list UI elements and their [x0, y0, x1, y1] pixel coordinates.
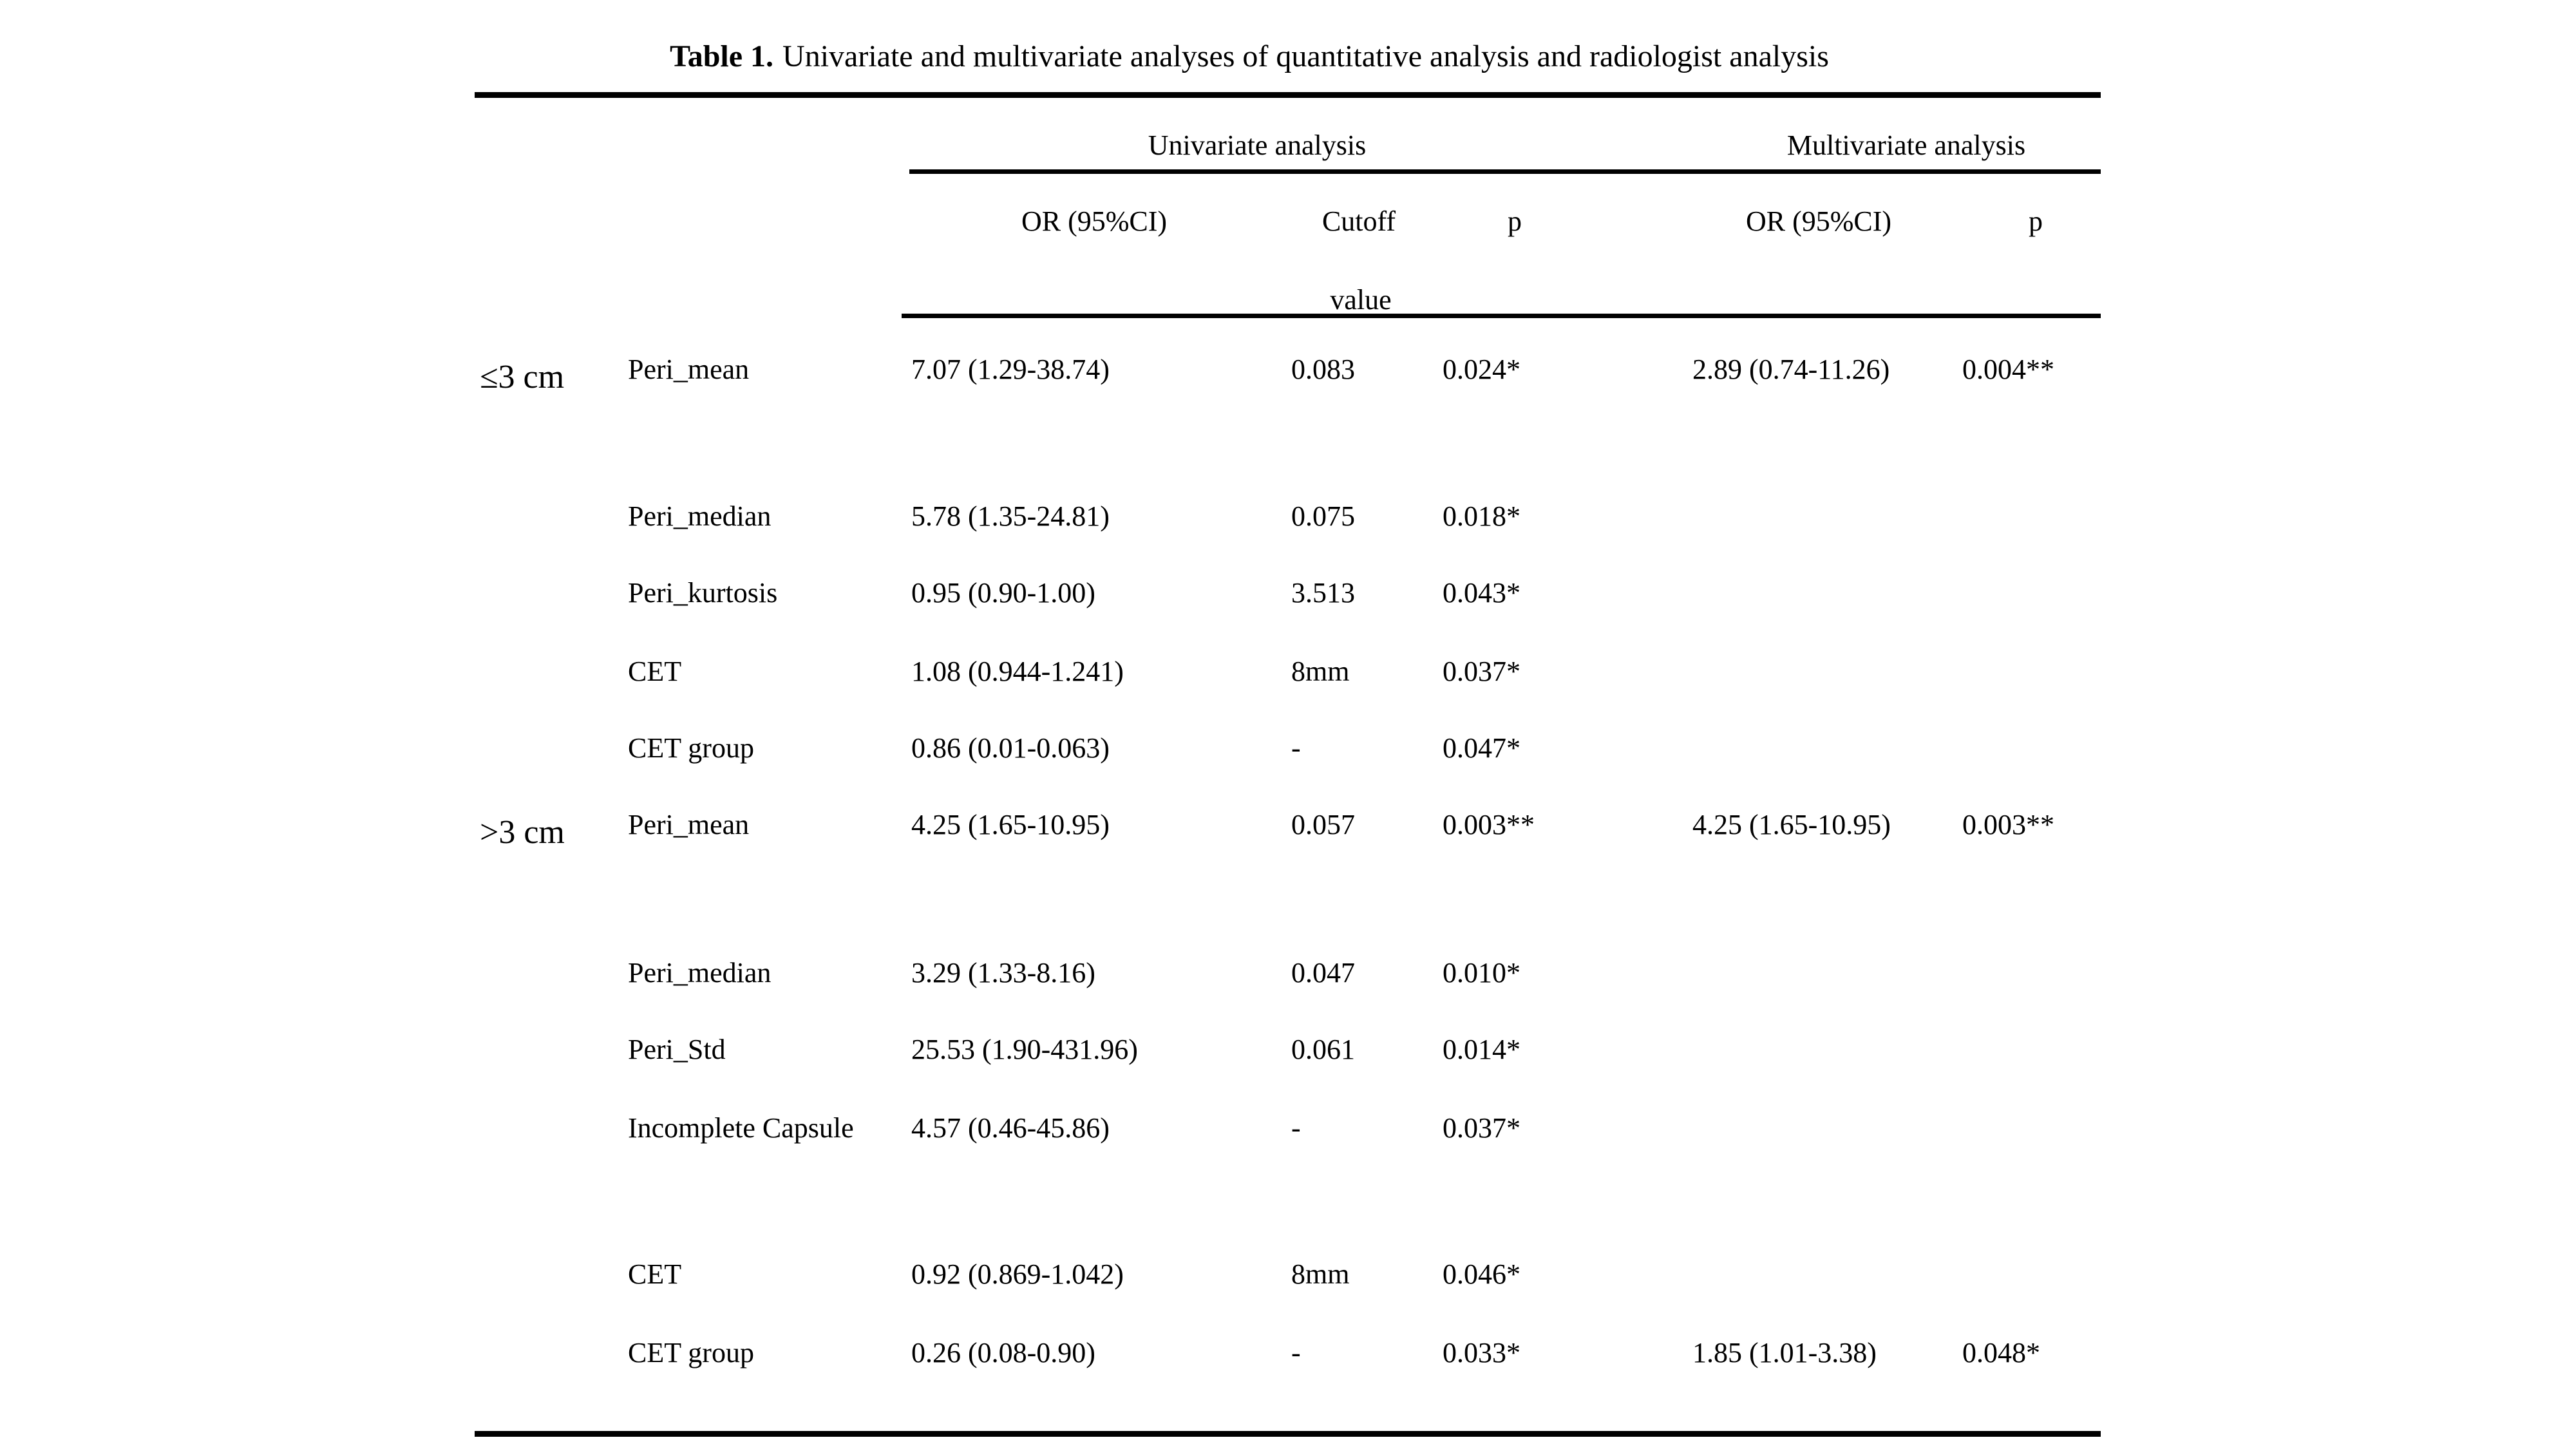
- cell-or-univariate: 3.29 (1.33-8.16): [911, 957, 1095, 989]
- cell-cutoff-value: 8mm: [1291, 1258, 1350, 1290]
- table-row: Incomplete Capsule 4.57 (0.46-45.86) - 0…: [0, 1109, 2576, 1148]
- cell-or-univariate: 0.26 (0.08-0.90): [911, 1337, 1095, 1368]
- header-cutoff: Cutoff: [1321, 205, 1396, 237]
- cell-p-univariate: 0.003**: [1443, 809, 1535, 840]
- cell-p-univariate: 0.047*: [1443, 732, 1520, 764]
- header-univariate-analysis: Univariate analysis: [1148, 129, 1367, 161]
- cell-or-univariate: 1.08 (0.944-1.241): [911, 656, 1124, 687]
- cell-feature: CET group: [628, 1337, 754, 1368]
- table-row: CET group 0.86 (0.01-0.063) - 0.047*: [0, 729, 2576, 768]
- header-p-multivariate: p: [2029, 205, 2043, 237]
- cell-cutoff-value: 8mm: [1291, 656, 1350, 687]
- cell-p-univariate: 0.024*: [1443, 354, 1520, 385]
- cell-feature: CET: [628, 1258, 682, 1290]
- header-or-univariate: OR (95%CI): [1021, 205, 1168, 237]
- cell-or-univariate: 0.95 (0.90-1.00): [911, 577, 1095, 609]
- cell-cutoff-value: 3.513: [1291, 577, 1355, 609]
- cell-or-univariate: 4.57 (0.46-45.86): [911, 1112, 1110, 1144]
- cell-feature: Peri_median: [628, 957, 772, 989]
- table-caption: Table 1. Univariate and multivariate anal…: [0, 37, 2499, 76]
- cell-cutoff-value: 0.057: [1291, 809, 1355, 840]
- cell-feature: Peri_mean: [628, 354, 750, 385]
- header-cutoff-value-line2: value: [1330, 284, 1392, 316]
- table-row: CET group 0.26 (0.08-0.90) - 0.033* 1.85…: [0, 1334, 2576, 1372]
- cell-cutoff-value: 0.047: [1291, 957, 1355, 989]
- cell-or-multivariate: 2.89 (0.74-11.26): [1692, 354, 1890, 385]
- cell-cutoff-value: 0.061: [1291, 1034, 1355, 1065]
- table-row: CET 1.08 (0.944-1.241) 8mm 0.037*: [0, 652, 2576, 691]
- cell-p-multivariate: 0.003**: [1962, 809, 2054, 840]
- cell-or-univariate: 7.07 (1.29-38.74): [911, 354, 1110, 385]
- header-multivariate-analysis: Multivariate analysis: [1786, 129, 2026, 161]
- cell-feature: Peri_kurtosis: [628, 577, 778, 609]
- table-top-rule: [475, 92, 2101, 98]
- cell-cutoff-value: -: [1291, 1112, 1301, 1144]
- cell-p-univariate: 0.037*: [1443, 1112, 1520, 1144]
- cell-or-univariate: 0.86 (0.01-0.063): [911, 732, 1110, 764]
- table-row: Peri_median 3.29 (1.33-8.16) 0.047 0.010…: [0, 954, 2576, 992]
- cell-feature: Peri_median: [628, 500, 772, 532]
- table-row: Peri_Std 25.53 (1.90-431.96) 0.061 0.014…: [0, 1030, 2576, 1069]
- table-bottom-rule: [475, 1431, 2101, 1437]
- cell-p-multivariate: 0.004**: [1962, 354, 2054, 385]
- header-p-univariate: p: [1508, 205, 1522, 237]
- table-row: Peri_kurtosis 0.95 (0.90-1.00) 3.513 0.0…: [0, 574, 2576, 612]
- cell-p-multivariate: 0.048*: [1962, 1337, 2040, 1368]
- cell-p-univariate: 0.014*: [1443, 1034, 1520, 1065]
- table-row: >3 cm Peri_mean 4.25 (1.65-10.95) 0.057 …: [0, 806, 2576, 851]
- cell-size-group: >3 cm: [480, 814, 565, 851]
- cell-feature: CET: [628, 656, 682, 687]
- cell-or-univariate: 5.78 (1.35-24.81): [911, 500, 1110, 532]
- group-header-rule: [909, 169, 2101, 174]
- cell-cutoff-value: 0.083: [1291, 354, 1355, 385]
- cell-cutoff-value: -: [1291, 1337, 1301, 1368]
- table-row: Peri_median 5.78 (1.35-24.81) 0.075 0.01…: [0, 497, 2576, 536]
- cell-size-group: ≤3 cm: [480, 359, 565, 395]
- cell-feature: CET group: [628, 732, 754, 764]
- cell-or-univariate: 0.92 (0.869-1.042): [911, 1258, 1124, 1290]
- table-row: ≤3 cm Peri_mean 7.07 (1.29-38.74) 0.083 …: [0, 350, 2576, 395]
- table-row: CET 0.92 (0.869-1.042) 8mm 0.046*: [0, 1255, 2576, 1294]
- cell-cutoff-value: -: [1291, 732, 1301, 764]
- column-header-rule: [902, 314, 2101, 318]
- cell-or-multivariate: 4.25 (1.65-10.95): [1692, 809, 1891, 840]
- cell-p-univariate: 0.046*: [1443, 1258, 1520, 1290]
- cell-p-univariate: 0.043*: [1443, 577, 1520, 609]
- table-caption-label: Table 1.: [670, 39, 774, 73]
- table-caption-text: Univariate and multivariate analyses of …: [782, 39, 1829, 73]
- cell-cutoff-value: 0.075: [1291, 500, 1355, 532]
- cell-p-univariate: 0.018*: [1443, 500, 1520, 532]
- header-or-multivariate: OR (95%CI): [1745, 205, 1892, 237]
- cell-p-univariate: 0.033*: [1443, 1337, 1520, 1368]
- cell-p-univariate: 0.010*: [1443, 957, 1520, 989]
- cell-feature: Peri_mean: [628, 809, 750, 840]
- cell-feature: Incomplete Capsule: [628, 1112, 854, 1144]
- cell-p-univariate: 0.037*: [1443, 656, 1520, 687]
- cell-or-univariate: 25.53 (1.90-431.96): [911, 1034, 1138, 1065]
- cell-or-multivariate: 1.85 (1.01-3.38): [1692, 1337, 1877, 1368]
- cell-or-univariate: 4.25 (1.65-10.95): [911, 809, 1110, 840]
- cell-feature: Peri_Std: [628, 1034, 726, 1065]
